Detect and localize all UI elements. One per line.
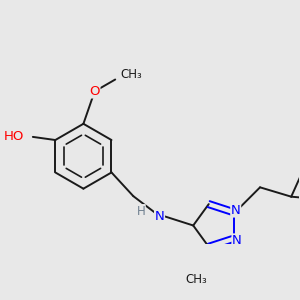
Text: N: N bbox=[155, 210, 164, 223]
Text: HO: HO bbox=[4, 130, 24, 143]
Text: CH₃: CH₃ bbox=[185, 273, 207, 286]
Text: CH₃: CH₃ bbox=[121, 68, 142, 81]
Text: N: N bbox=[232, 234, 242, 247]
Text: N: N bbox=[231, 204, 241, 217]
Text: O: O bbox=[89, 85, 100, 98]
Text: H: H bbox=[136, 205, 145, 218]
